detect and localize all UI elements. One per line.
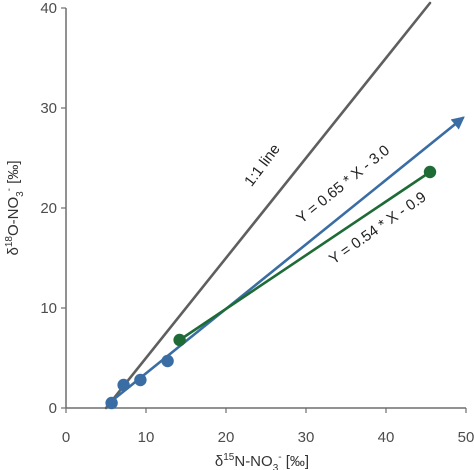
x-tick-label: 0 <box>62 429 70 446</box>
y-tick-label: 10 <box>40 300 57 317</box>
y-tick-label: 40 <box>40 0 57 17</box>
x-tick-label: 40 <box>378 429 395 446</box>
blue-data-point <box>134 373 147 387</box>
x-tick-label: 10 <box>138 429 155 446</box>
green-data-point <box>173 333 186 347</box>
y-axis-label: δ18O-NO3- [‰] <box>4 160 26 255</box>
x-tick-label: 20 <box>218 429 235 446</box>
data-points <box>105 165 437 410</box>
green-data-point <box>423 165 437 179</box>
blue-data-point <box>117 378 130 392</box>
line-annotation: 1:1 line <box>241 141 284 190</box>
y-tick-label: 30 <box>40 100 57 117</box>
y-tick-label: 20 <box>40 200 57 217</box>
line-annotation: Y = 0.54 * X - 0.9 <box>326 189 429 269</box>
green-trend-line <box>178 170 432 342</box>
axes: 0 10 20 30 40 50 0 10 20 30 40 <box>40 0 474 446</box>
blue-data-point <box>105 396 118 410</box>
x-tick-label: 30 <box>298 429 315 446</box>
blue-data-point <box>161 354 174 368</box>
gray-trend-line <box>104 1 432 410</box>
y-tick-label: 0 <box>49 400 57 417</box>
x-tick-label: 50 <box>458 429 474 446</box>
x-axis-label: δ15N-NO3- [‰] <box>215 452 309 470</box>
axis-labels: δ15N-NO3- [‰] δ18O-NO3- [‰] <box>4 160 309 470</box>
